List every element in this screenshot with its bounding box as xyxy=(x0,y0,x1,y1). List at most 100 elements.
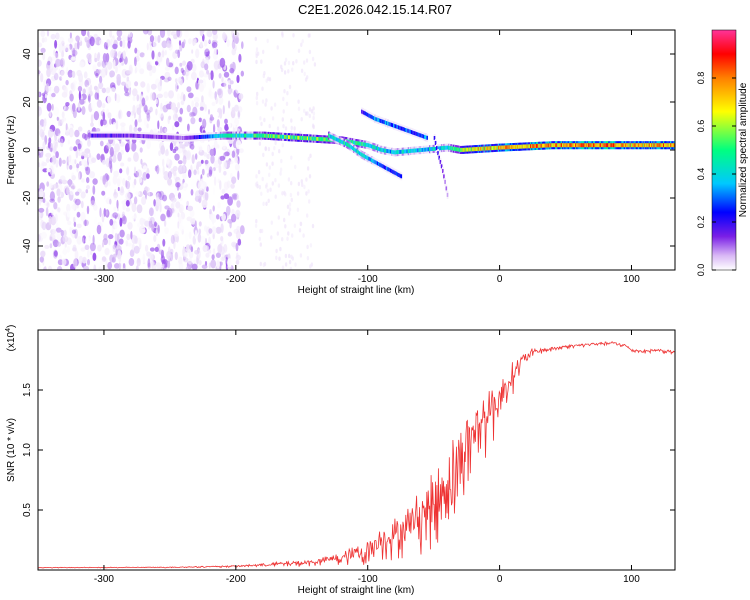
track-core xyxy=(242,133,245,138)
track-core xyxy=(319,137,322,142)
track-core xyxy=(299,135,302,140)
noise-speckle xyxy=(150,83,157,90)
noise-speckle xyxy=(182,145,186,154)
track-core xyxy=(313,136,316,141)
noise-speckle xyxy=(194,101,199,108)
noise-speckle xyxy=(291,256,294,261)
noise-speckle xyxy=(54,52,59,59)
noise-speckle xyxy=(52,229,58,239)
noise-speckle xyxy=(75,191,80,196)
noise-speckle xyxy=(158,55,163,63)
noise-speckle xyxy=(136,257,141,267)
noise-speckle xyxy=(70,56,77,61)
noise-speckle xyxy=(109,118,112,125)
track-core xyxy=(455,147,457,152)
track-core xyxy=(343,141,346,146)
noise-speckle xyxy=(219,155,226,161)
noise-speckle xyxy=(279,246,282,252)
spectrogram-heatmap xyxy=(38,30,675,270)
track-core xyxy=(265,133,267,138)
noise-speckle xyxy=(199,106,204,111)
noise-speckle xyxy=(151,65,157,74)
noise-speckle xyxy=(188,231,192,240)
noise-speckle xyxy=(216,119,220,128)
noise-speckle xyxy=(63,247,67,256)
track-core xyxy=(293,135,296,140)
track-core xyxy=(418,148,420,153)
noise-speckle xyxy=(231,88,234,94)
noise-speckle xyxy=(38,70,41,75)
noise-speckle xyxy=(55,159,59,168)
track-core xyxy=(267,133,270,138)
noise-speckle xyxy=(176,30,181,38)
noise-speckle xyxy=(65,123,68,131)
noise-speckle xyxy=(285,101,289,107)
noise-speckle xyxy=(78,79,84,87)
noise-speckle xyxy=(116,73,121,82)
noise-speckle xyxy=(155,108,158,116)
noise-speckle xyxy=(127,40,131,49)
track-core xyxy=(378,146,380,151)
noise-speckle xyxy=(275,255,278,260)
noise-speckle xyxy=(276,231,279,236)
track-core xyxy=(167,135,170,140)
track-core xyxy=(409,129,412,134)
track-core xyxy=(369,143,372,148)
noise-speckle xyxy=(197,79,201,85)
track-core xyxy=(590,143,593,148)
track-core xyxy=(105,133,107,138)
track-core xyxy=(640,143,642,148)
track-core xyxy=(234,133,236,138)
noise-speckle xyxy=(126,110,131,118)
noise-speckle xyxy=(264,102,267,107)
noise-speckle xyxy=(164,227,169,235)
noise-speckle xyxy=(81,178,85,183)
noise-speckle xyxy=(59,76,63,81)
noise-speckle xyxy=(47,141,51,149)
noise-speckle xyxy=(46,115,49,123)
track-core xyxy=(392,150,394,155)
track-core xyxy=(190,135,193,140)
track-core xyxy=(609,143,612,148)
noise-speckle xyxy=(59,69,65,76)
noise-speckle xyxy=(229,80,234,85)
noise-speckle xyxy=(148,216,152,222)
noise-speckle xyxy=(208,166,213,175)
noise-speckle xyxy=(96,53,100,62)
noise-speckle xyxy=(185,265,191,270)
noise-speckle xyxy=(71,204,78,210)
noise-speckle xyxy=(155,228,159,237)
track-upper-branch xyxy=(361,107,429,142)
track-core xyxy=(118,133,120,138)
noise-speckle xyxy=(134,68,137,74)
noise-speckle xyxy=(40,73,44,83)
track-core xyxy=(289,135,291,140)
noise-speckle xyxy=(77,126,83,132)
track-core xyxy=(384,120,387,125)
noise-speckle xyxy=(228,160,234,165)
noise-speckle xyxy=(284,224,287,229)
noise-speckle xyxy=(267,76,270,82)
noise-speckle xyxy=(70,203,75,212)
track-core xyxy=(500,145,502,150)
track-core xyxy=(510,145,513,150)
track-core xyxy=(411,148,413,153)
noise-speckle xyxy=(231,107,236,115)
noise-speckle xyxy=(44,36,48,43)
noise-speckle xyxy=(191,63,197,72)
track-core xyxy=(651,143,653,148)
track-core xyxy=(421,147,424,152)
track-core xyxy=(361,109,363,114)
noise-speckle xyxy=(136,169,143,178)
noise-speckle xyxy=(276,126,280,131)
noise-speckle xyxy=(132,88,138,97)
noise-speckle xyxy=(203,47,210,53)
track-core xyxy=(387,149,390,154)
noise-speckle xyxy=(106,174,110,181)
track-core xyxy=(230,133,233,138)
noise-speckle xyxy=(191,179,197,189)
noise-speckle xyxy=(89,242,96,252)
noise-speckle xyxy=(94,92,99,100)
track-core xyxy=(672,143,674,148)
noise-speckle xyxy=(180,67,184,74)
